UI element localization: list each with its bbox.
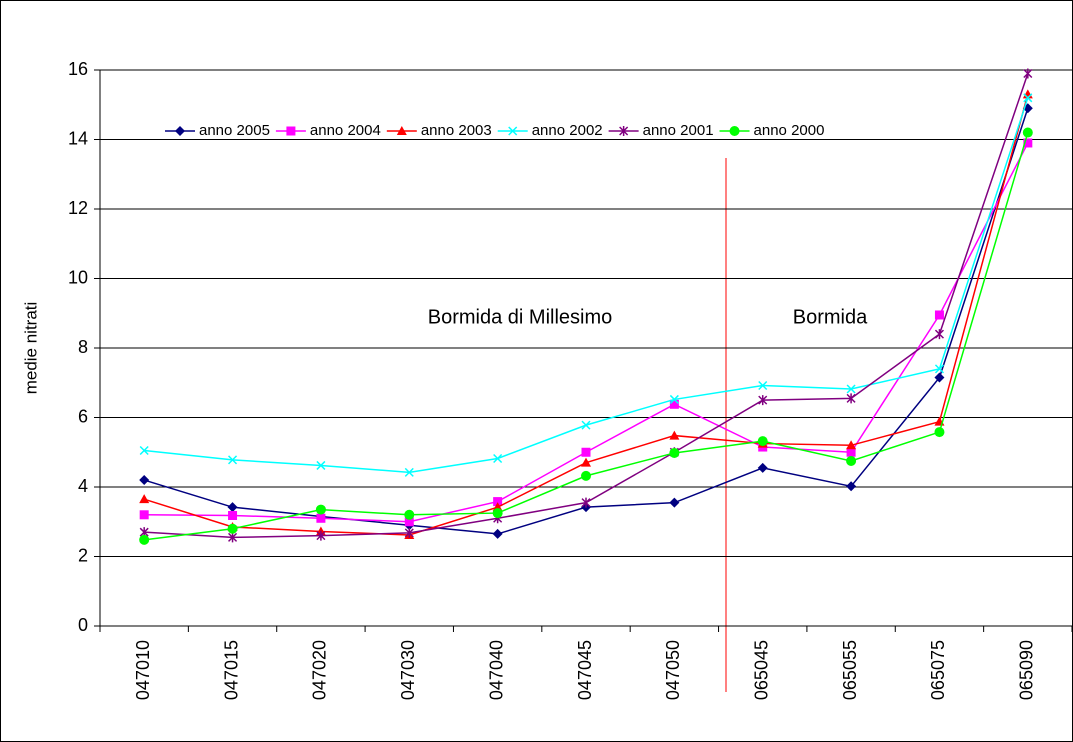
data-point [934, 310, 944, 320]
data-point [493, 497, 503, 507]
data-point [1023, 138, 1033, 148]
data-point [227, 523, 238, 534]
data-point [669, 497, 680, 508]
data-point [316, 530, 326, 541]
y-tick-label: 16 [68, 59, 88, 79]
legend-marker [396, 126, 407, 135]
data-point [1023, 68, 1033, 79]
data-point [934, 329, 944, 340]
annotation: Bormida di Millesimo [428, 306, 613, 328]
data-point [757, 436, 768, 447]
data-point [228, 455, 238, 465]
x-tick-label: 047030 [398, 640, 418, 700]
data-point [581, 457, 591, 467]
data-point [669, 399, 679, 409]
y-tick-label: 10 [68, 267, 88, 287]
data-point [1022, 127, 1033, 138]
x-tick-label: 047010 [133, 640, 153, 700]
y-tick-label: 8 [78, 337, 88, 357]
data-point [581, 420, 591, 430]
data-point [139, 445, 149, 456]
data-point [316, 513, 326, 523]
data-point [315, 504, 326, 515]
legend-marker [508, 126, 518, 136]
legend-marker [286, 126, 296, 136]
data-point [228, 532, 238, 543]
legend-label: anno 2003 [421, 122, 492, 139]
data-point [934, 372, 945, 383]
y-tick-label: 6 [78, 406, 88, 426]
y-tick-label: 14 [68, 128, 88, 148]
y-tick-label: 4 [78, 476, 88, 496]
x-tick-label: 047050 [663, 640, 683, 700]
data-point [581, 470, 591, 481]
x-tick-label: 065090 [1017, 640, 1037, 700]
data-point [846, 447, 856, 457]
data-point [758, 380, 768, 391]
data-point [492, 528, 503, 539]
data-point [846, 481, 857, 492]
legend-item: anno 2005 [165, 122, 270, 139]
data-point [404, 527, 414, 538]
x-tick-label: 047040 [486, 640, 506, 700]
data-point [492, 508, 503, 519]
y-tick-label: 0 [78, 615, 88, 635]
data-point [846, 384, 856, 394]
legend-item: anno 2003 [386, 122, 492, 139]
legend-marker [619, 126, 629, 136]
x-tick-label: 047020 [310, 640, 330, 700]
data-point [139, 510, 149, 520]
data-point [1023, 93, 1033, 103]
data-point [846, 455, 857, 466]
data-point [227, 502, 238, 513]
data-point [581, 497, 591, 508]
x-tick-label: 047045 [575, 640, 595, 700]
legend-label: anno 2004 [310, 122, 381, 139]
data-point [139, 534, 150, 545]
data-point [228, 510, 238, 520]
legend-item: anno 2002 [497, 122, 603, 139]
x-tick-label: 065075 [928, 640, 948, 700]
data-point [669, 430, 680, 440]
x-tick-label: 047015 [221, 640, 241, 700]
legend-item: anno 2004 [275, 122, 381, 139]
legend-item: anno 2001 [608, 122, 714, 139]
data-point [934, 427, 945, 438]
data-point [581, 447, 591, 457]
legend-marker [729, 126, 740, 136]
data-point [404, 467, 414, 477]
data-point [316, 460, 326, 470]
data-point [404, 517, 414, 527]
y-tick-label: 2 [78, 545, 88, 565]
data-point [493, 453, 503, 464]
data-point [758, 395, 768, 406]
data-point [757, 462, 768, 473]
legend-label: anno 2005 [199, 122, 270, 139]
legend-label: anno 2002 [532, 122, 603, 139]
data-point [139, 475, 150, 486]
data-point [846, 440, 857, 450]
legend-item: anno 2000 [719, 122, 825, 139]
legend-label: anno 2000 [754, 122, 825, 139]
data-point [139, 494, 150, 504]
data-point [934, 364, 944, 374]
y-axis-label: medie nitrati [21, 302, 40, 395]
data-point [846, 393, 856, 404]
data-point [404, 509, 415, 520]
data-point [669, 394, 679, 404]
data-point [669, 447, 680, 458]
x-tick-label: 065045 [751, 640, 771, 700]
x-tick-label: 065055 [840, 640, 860, 700]
annotation: Bormida [793, 306, 868, 328]
legend-marker [175, 126, 185, 136]
y-tick-label: 12 [68, 198, 88, 218]
legend-label: anno 2001 [643, 122, 714, 139]
